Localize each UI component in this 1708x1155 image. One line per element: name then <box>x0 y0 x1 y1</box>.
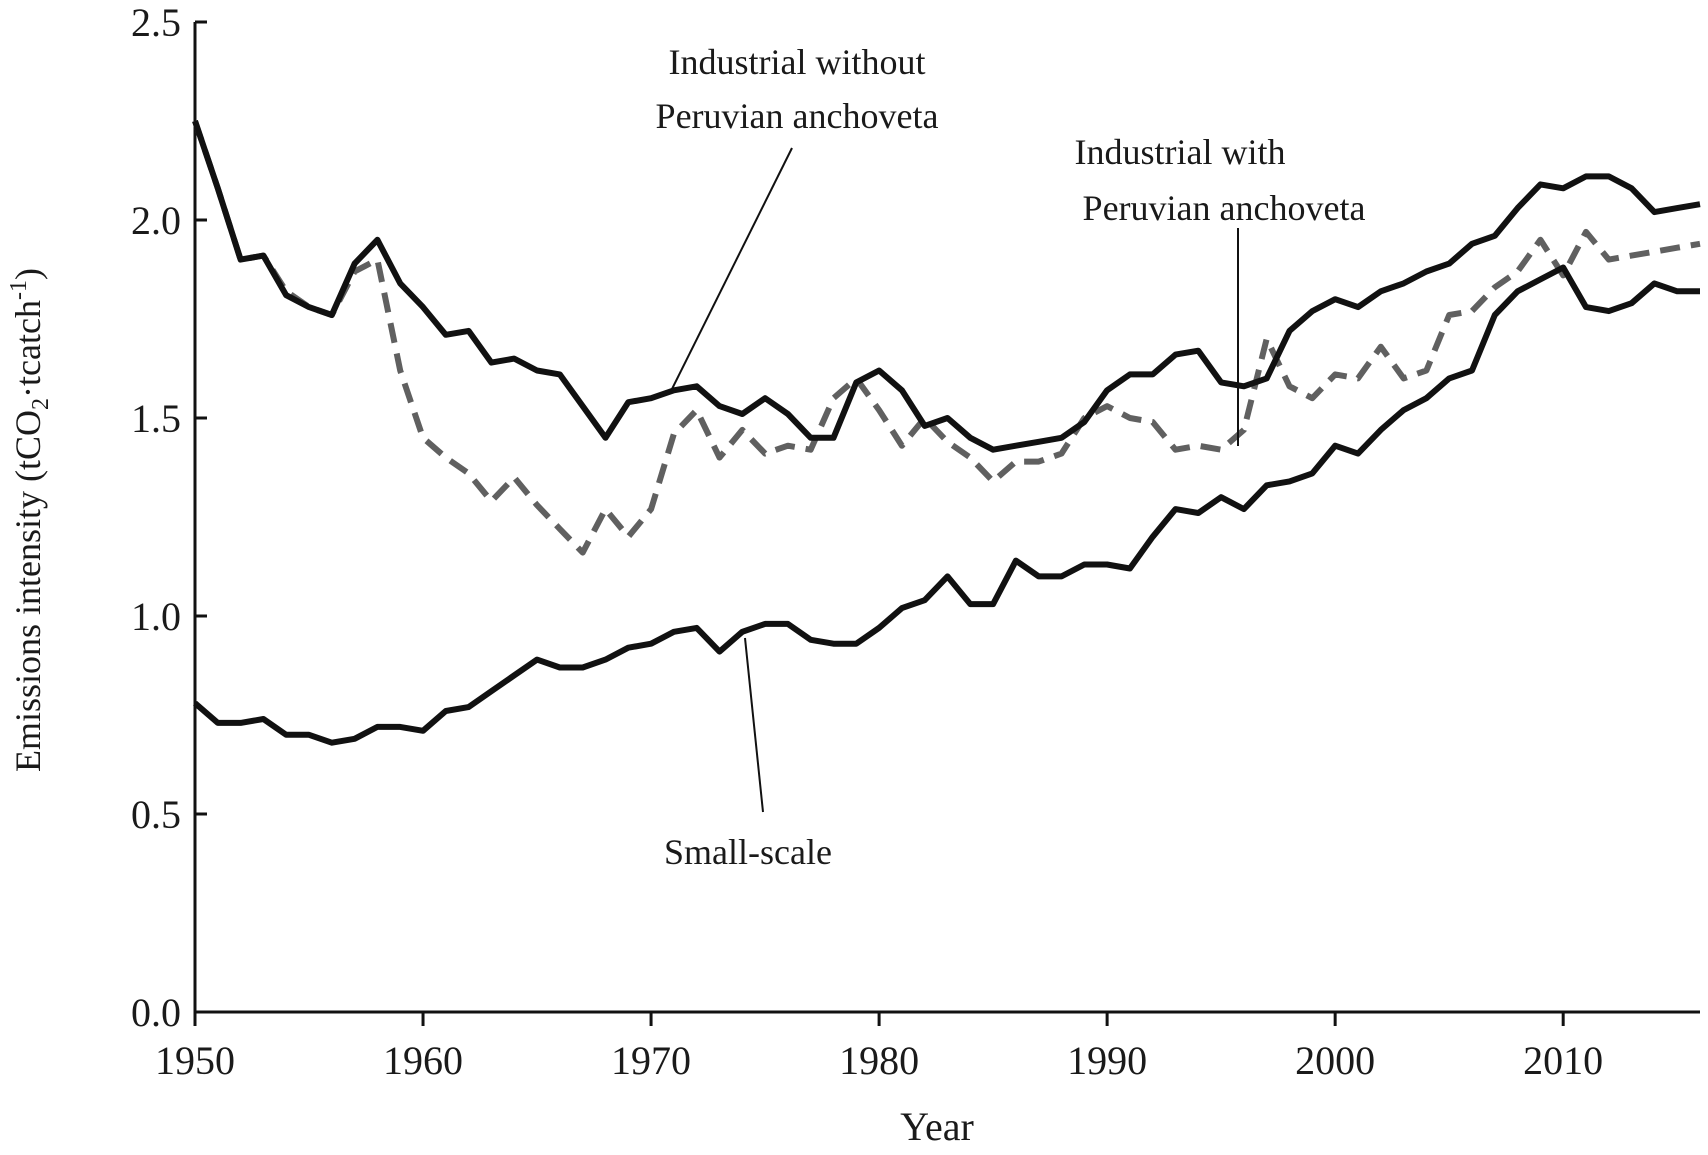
y-title-main: Emissions intensity (tCO <box>8 410 48 772</box>
y-tick-label: 2.5 <box>131 0 181 45</box>
leader-line-industrial-without <box>669 147 793 394</box>
y-title-subscript: 2 <box>28 398 54 410</box>
series-industrial-without-anchoveta-line <box>192 120 1701 453</box>
y-title-superscript: -1 <box>6 280 32 300</box>
x-tick-label: 1990 <box>1067 1038 1147 1083</box>
y-axis-title: Emissions intensity (tCO2·tcatch-1) <box>6 268 54 772</box>
y-axis-ticks: 0.0 0.5 1.0 1.5 2.0 2.5 <box>131 0 207 1035</box>
x-tick-label: 2010 <box>1523 1038 1603 1083</box>
annotation-industrial-with-line1: Industrial with <box>1075 132 1286 172</box>
x-tick-label: 2000 <box>1295 1038 1375 1083</box>
annotation-leader-lines <box>669 147 1239 813</box>
x-tick-label: 1960 <box>383 1038 463 1083</box>
y-tick-label: 2.0 <box>131 198 181 243</box>
x-tick-label: 1980 <box>839 1038 919 1083</box>
annotation-industrial-with-line2: Peruvian anchoveta <box>1083 188 1366 228</box>
x-axis-title: Year <box>900 1104 974 1149</box>
y-title-middle: ·tcatch <box>8 300 48 398</box>
y-tick-label: 1.0 <box>131 594 181 639</box>
y-tick-label: 1.5 <box>131 396 181 441</box>
x-tick-label: 1970 <box>611 1038 691 1083</box>
annotation-industrial-without-line2: Peruvian anchoveta <box>656 96 939 136</box>
x-tick-label: 1950 <box>155 1038 235 1083</box>
y-tick-label: 0.5 <box>131 792 181 837</box>
y-title-close: ) <box>8 268 48 280</box>
plot-area: 0.0 0.5 1.0 1.5 2.0 2.5 1950 1960 1970 1980 1990 2… <box>131 0 1701 1083</box>
annotation-small-scale: Small-scale <box>664 832 832 872</box>
y-tick-label: 0.0 <box>131 990 181 1035</box>
series-small-scale-line <box>193 264 1700 746</box>
series-layer <box>192 120 1701 746</box>
annotation-industrial-without-line1: Industrial without <box>669 42 926 82</box>
series-annotations: Industrial without Peruvian anchoveta In… <box>656 42 1366 872</box>
series-industrial-with-anchoveta-line <box>192 120 1701 556</box>
leader-line-small-scale <box>744 637 764 813</box>
x-axis-ticks: 1950 1960 1970 1980 1990 2000 2010 <box>155 1012 1603 1083</box>
